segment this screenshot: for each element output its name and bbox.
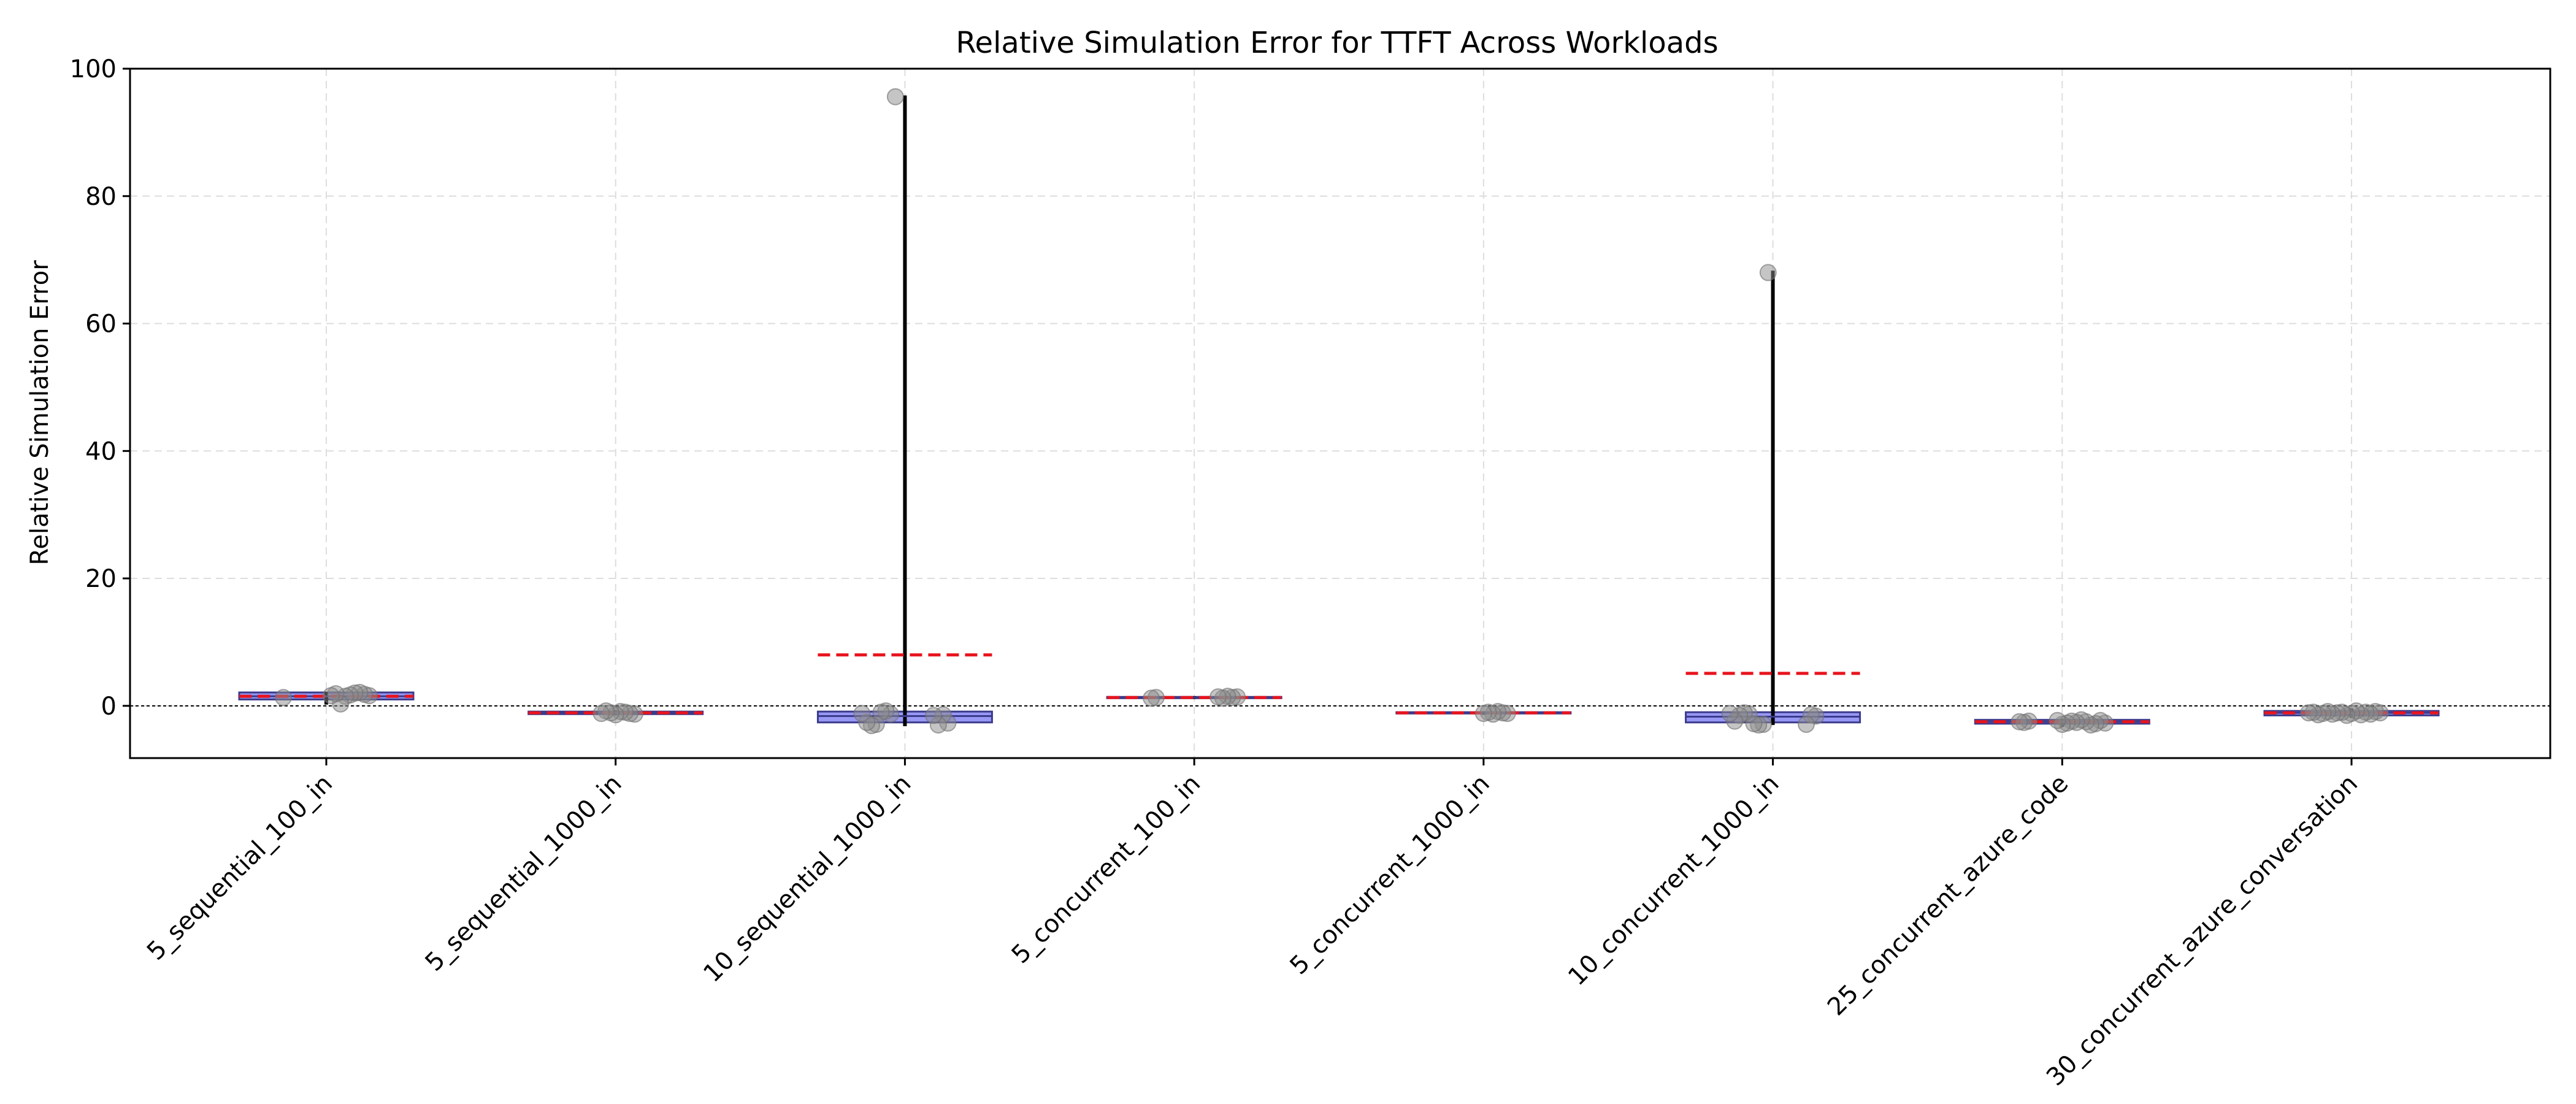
grid-layer [130,68,2550,758]
y-tick-label: 40 [85,437,117,466]
box-group [816,88,993,735]
data-point [853,705,871,723]
y-tick-label: 20 [85,565,117,593]
plot-frame [129,67,2551,759]
x-tick-label: 10_sequential_1000_in [698,770,916,988]
x-tick-label: 10_concurrent_1000_in [1563,770,1785,992]
chart-title: Relative Simulation Error for TTFT Acros… [956,26,1718,60]
data-point [886,88,904,105]
data-point [2300,704,2317,722]
data-point [275,689,292,707]
data-point [1759,264,1777,282]
y-tick-label: 60 [85,310,117,339]
y-tick-label: 0 [101,692,117,721]
data-point [1798,715,1815,733]
data-point [322,687,340,705]
box-layer [238,88,2440,735]
box-group [2263,702,2440,724]
box-group [238,684,415,713]
x-tick-label: 5_sequential_1000_in [420,770,627,977]
x-tick-label: 30_concurrent_azure_conversation [2041,770,2363,1092]
x-tick-label: 5_concurrent_100_in [1006,770,1206,970]
y-axis-label: Relative Simulation Error [26,260,54,565]
box-group [527,702,704,724]
y-tick-label: 80 [85,183,117,211]
data-point [1721,705,1739,723]
data-point [1474,705,1492,723]
data-point [1143,689,1160,707]
x-tick-label: 25_concurrent_azure_code [1822,770,2074,1021]
box-group [1685,264,1861,734]
data-point [925,707,943,724]
axes-layer: 0 20 40 60 80 100 5_sequential_100_in 5_sequent… [70,55,2551,1092]
data-point [1209,688,1227,706]
y-tick-label: 100 [70,55,117,83]
data-point [2011,713,2028,730]
x-tick-label: 5_concurrent_1000_in [1284,770,1495,981]
x-tick-label: 5_sequential_100_in [142,770,338,966]
box-group [1106,688,1282,707]
box-group [1395,703,1572,723]
data-point [592,705,610,723]
box-group [1974,711,2150,734]
data-point [2049,711,2066,729]
